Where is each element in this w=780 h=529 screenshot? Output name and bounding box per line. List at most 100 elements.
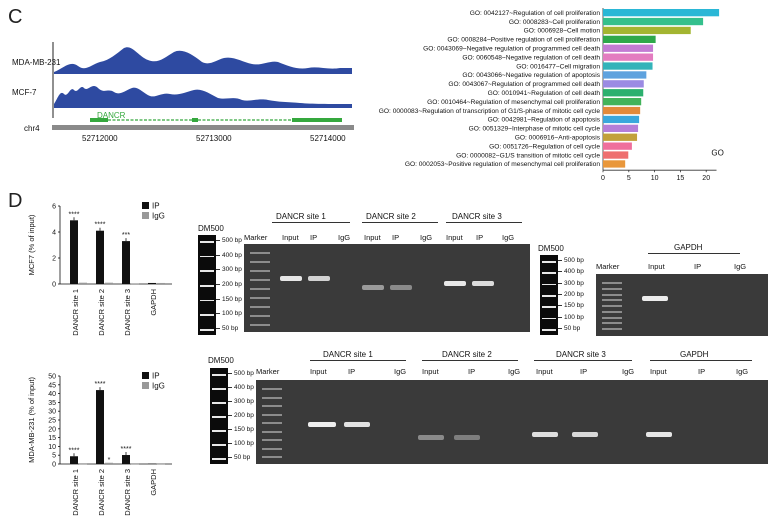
ladder-band [200, 241, 214, 243]
go-term-label: GO: 0042127~Regulation of cell prolifera… [470, 10, 601, 17]
mda-x-label: DANCR site 1 [71, 469, 80, 516]
gel-marker-band [250, 306, 270, 308]
mda-x-label: GAPDH [149, 469, 158, 496]
chromosome-ideogram [52, 125, 354, 130]
ladder-tick [216, 313, 220, 314]
mda-igg-bar [79, 464, 87, 465]
ladder-band [542, 261, 556, 263]
go-term-label: GO: 0000083~Regulation of transcription … [379, 108, 601, 115]
mcf7-x-label: DANCR site 2 [97, 289, 106, 336]
mda-site1-header: DANCR site 1 [323, 350, 373, 359]
gel-marker-band [250, 288, 270, 290]
ladder-tick [228, 457, 232, 458]
ladder-size-label: 500 bp [564, 257, 584, 264]
ladder-size-label: 50 bp [564, 325, 580, 332]
go-bar [603, 143, 632, 150]
gel-lane-label: Input [648, 262, 665, 271]
ladder-tick [228, 387, 232, 388]
go-term-label: GO: 0043069~Negative regulation of progr… [423, 46, 600, 53]
ladder-band [200, 329, 214, 331]
ladder-band [212, 402, 226, 404]
mda-igg-sig-label: * [108, 457, 111, 464]
go-bar [603, 45, 653, 52]
ladder-band [212, 444, 226, 446]
go-term-label: GO: 0043067~Regulation of programmed cel… [448, 81, 600, 88]
ladder-tick [228, 429, 232, 430]
go-term-label: GO: 0008283~Cell proliferation [509, 19, 600, 26]
ladder-band [542, 272, 556, 274]
go-bar [603, 134, 637, 141]
ladder-size-label: 100 bp [222, 310, 242, 317]
gel-lane-label: Marker [244, 233, 267, 242]
gel-band [418, 435, 444, 440]
go-bar [603, 107, 640, 114]
gel-lane-label: Input [536, 367, 553, 376]
gel-marker-band [262, 448, 282, 450]
gel-marker-band [250, 270, 270, 272]
site1-underline [272, 222, 350, 223]
mda-ip-bar [122, 455, 130, 464]
mcf7-ip-bar [70, 220, 78, 284]
ladder-size-label: 50 bp [234, 454, 250, 461]
ladder-size-label: 200 bp [234, 412, 254, 419]
mcf7-dancr-gel [244, 244, 530, 332]
mda-y-tick-label: 5 [52, 453, 56, 460]
go-x-tick-label: 20 [702, 175, 710, 182]
gel-lane-label: Input [446, 233, 463, 242]
ladder-tick [228, 373, 232, 374]
gapdh-header: GAPDH [674, 243, 702, 252]
gel-band [472, 281, 494, 286]
gel-marker-band [602, 288, 622, 290]
gel-marker-band [262, 439, 282, 441]
gel-band [572, 432, 598, 437]
site3-header: DANCR site 3 [452, 212, 502, 221]
ladder-size-label: 150 bp [234, 426, 254, 433]
gel-marker-band [602, 299, 622, 301]
ladder-size-label: 300 bp [564, 280, 584, 287]
ladder-band [200, 300, 214, 302]
ladder-size-label: 400 bp [234, 384, 254, 391]
ladder-size-label: 200 bp [222, 281, 242, 288]
ladder-band [200, 256, 214, 258]
mda-y-tick-label: 30 [48, 409, 56, 416]
ladder-size-label: 500 bp [234, 370, 254, 377]
go-bar [603, 9, 719, 16]
ladder-size-label: 400 bp [222, 252, 242, 259]
go-bar [603, 151, 628, 158]
gel-marker-band [250, 261, 270, 263]
mcf7-coverage-track [54, 86, 352, 108]
gel-marker-band [262, 405, 282, 407]
ladder-tick [228, 443, 232, 444]
gel-marker-band [250, 324, 270, 326]
go-bar [603, 62, 653, 69]
ladder-size-label: 400 bp [564, 268, 584, 275]
mcf7-ip-bar [122, 241, 130, 284]
gel-marker-band [262, 456, 282, 458]
mcf7-y-title: MCF7 (% of input) [27, 214, 36, 275]
panel-c-letter: C [8, 6, 22, 29]
gel-lane-label: IgG [734, 262, 746, 271]
dm500-label-3: DM500 [208, 356, 234, 365]
gel-marker-band [250, 279, 270, 281]
ladder-band [542, 295, 556, 297]
go-enrichment-chart: GO: 0042127~Regulation of cell prolifera… [340, 6, 740, 182]
go-bar [603, 80, 644, 87]
ladder-tick [558, 271, 562, 272]
gel-lane-label: IgG [502, 233, 514, 242]
gel-band [390, 285, 412, 290]
mda-gapdh-underline [650, 360, 752, 361]
gel-lane-label: Marker [596, 262, 619, 271]
mcf7-igg-bar [105, 283, 113, 284]
go-bar [603, 160, 625, 167]
mda-site3-header: DANCR site 3 [556, 350, 606, 359]
ladder-tick [228, 415, 232, 416]
gel-marker-band [602, 282, 622, 284]
gel-lane-label: IgG [736, 367, 748, 376]
ladder-size-label: 150 bp [564, 302, 584, 309]
ladder-tick [216, 240, 220, 241]
mcf7-igg-bar [131, 283, 139, 284]
